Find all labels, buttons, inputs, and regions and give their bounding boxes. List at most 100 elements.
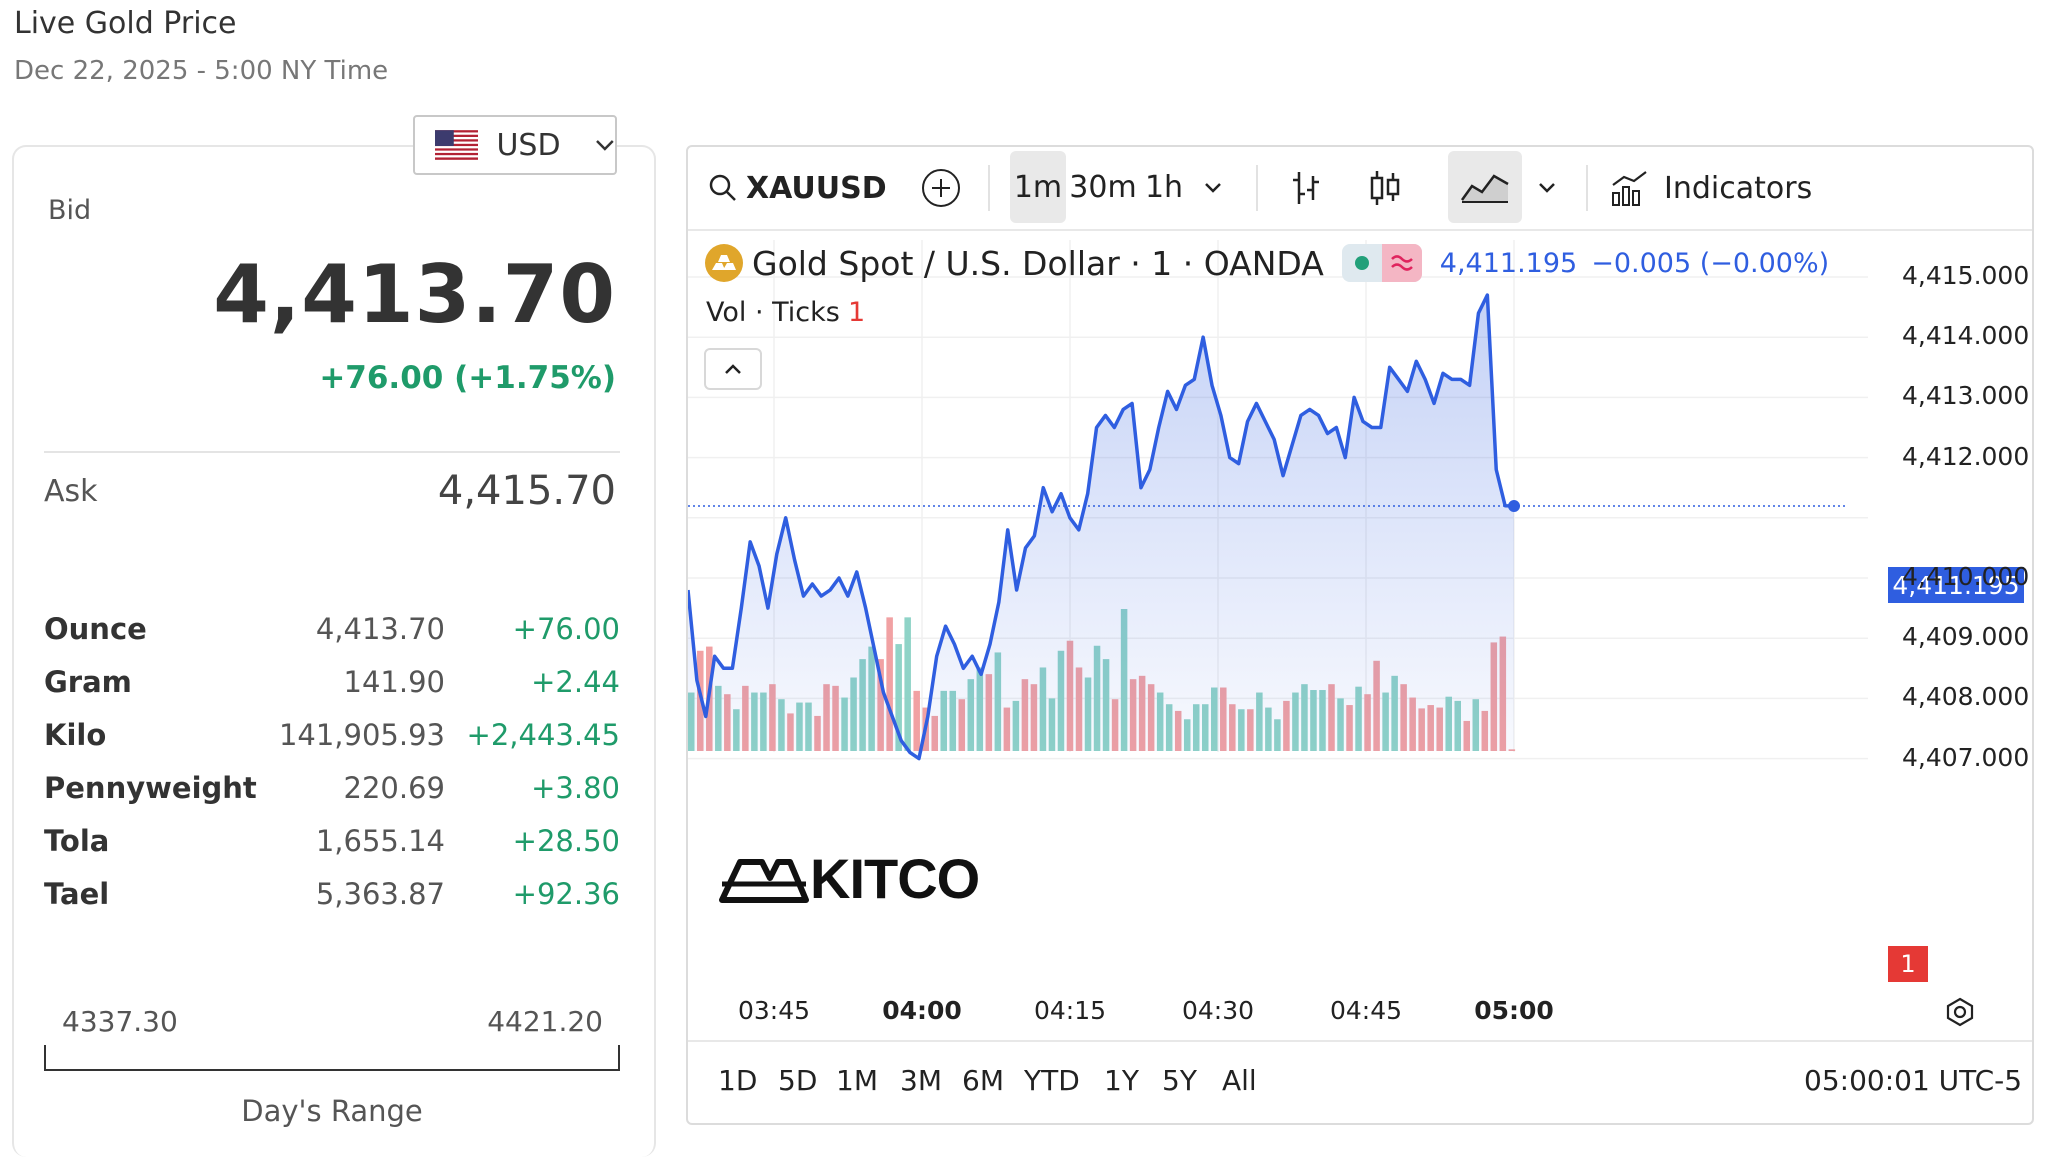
unit-price: 4,413.70 [315, 612, 445, 646]
chart-legend: Gold Spot / U.S. Dollar · 1 · OANDA 4,41… [704, 238, 1829, 288]
interval-1h[interactable]: 1h [1144, 169, 1184, 205]
range-button-all[interactable]: All [1222, 1064, 1257, 1097]
time-range-bar [688, 1040, 2032, 1124]
unit-row-ounce: Ounce 4,413.70 +76.00 [44, 612, 620, 652]
collapse-legend-button[interactable] [704, 348, 762, 390]
unit-row-tael: Tael 5,363.87 +92.36 [44, 877, 620, 917]
last-price-dot [1508, 500, 1520, 513]
ask-price: 4,415.70 [437, 468, 616, 514]
unit-name: Pennyweight [44, 771, 257, 805]
volume-bar [886, 617, 893, 751]
kitco-wordmark: KITCO [810, 847, 980, 910]
currency-label: USD [496, 127, 561, 163]
area-chart-button[interactable] [1448, 151, 1522, 223]
chevron-up-icon [725, 364, 741, 374]
volume-bar [904, 617, 911, 751]
symbol-search[interactable]: XAUUSD [708, 163, 887, 213]
page-title: Live Gold Price [14, 6, 237, 41]
area-chart-icon [1460, 174, 1509, 203]
us-flag-icon [435, 130, 479, 160]
unit-row-gram: Gram 141.90 +2.44 [44, 665, 620, 705]
bid-label: Bid [48, 195, 92, 226]
chevron-down-icon [596, 140, 614, 151]
x-axis-tick-label: 04:15 [1033, 996, 1107, 1025]
unit-change: +2,443.45 [466, 718, 620, 752]
unit-change: +2.44 [531, 665, 620, 699]
y-axis-tick-label: 4,408.000 [1902, 682, 2030, 712]
volume-bar [895, 644, 902, 751]
x-axis-tick-label: 04:30 [1181, 996, 1255, 1025]
currency-select[interactable]: USD [413, 115, 617, 175]
market-status[interactable] [1341, 244, 1422, 282]
bars-chart-button[interactable] [1284, 163, 1330, 213]
unit-name: Gram [44, 665, 132, 699]
range-button-1m[interactable]: 1M [836, 1064, 878, 1097]
quote-panel [12, 145, 656, 1157]
day-range-label: Day's Range [241, 1094, 423, 1128]
last-price-tag: 4,411.195 [1888, 567, 2024, 603]
compare-button[interactable] [918, 165, 964, 211]
price-line [688, 293, 1515, 761]
volume-label: Vol · Ticks [706, 297, 840, 328]
range-button-3m[interactable]: 3M [900, 1064, 942, 1097]
symbol-label: XAUUSD [746, 170, 887, 206]
price-chart[interactable] [688, 240, 2032, 1040]
y-axis-tick-label: 4,415.000 [1902, 261, 2030, 290]
unit-name: Tael [44, 877, 110, 911]
day-range-low: 4337.30 [62, 1005, 178, 1038]
delayed-data-icon [1381, 244, 1422, 282]
x-axis-tick-label: 04:00 [882, 996, 962, 1025]
range-button-5d[interactable]: 5D [778, 1064, 818, 1097]
chart-type-dropdown[interactable] [1530, 163, 1564, 213]
chart-settings-icon[interactable] [1944, 996, 1976, 1028]
x-axis-tick-label: 04:45 [1329, 996, 1403, 1025]
y-axis-tick-label: 4,412.000 [1902, 441, 2030, 471]
unit-price: 141.90 [343, 665, 445, 699]
range-button-5y[interactable]: 5Y [1162, 1064, 1197, 1097]
price-area [688, 295, 1514, 759]
kitco-watermark: KITCO [718, 846, 980, 911]
legend-title: Gold Spot / U.S. Dollar · 1 · OANDA [752, 243, 1324, 283]
x-axis-tick-label: 05:00 [1474, 996, 1554, 1025]
unit-row-kilo: Kilo 141,905.93 +2,443.45 [44, 718, 620, 758]
legend-change: −0.005 (−0.00%) [1591, 247, 1830, 279]
last-volume-tag: 1 [1888, 946, 1928, 982]
ask-label: Ask [44, 474, 98, 509]
day-range-high: 4421.20 [487, 1005, 603, 1038]
range-button-6m[interactable]: 6M [962, 1064, 1004, 1097]
volume-count: 1 [848, 297, 866, 328]
range-button-1y[interactable]: 1Y [1104, 1064, 1139, 1097]
range-button-ytd[interactable]: YTD [1024, 1064, 1080, 1097]
divider [44, 451, 620, 453]
y-axis-tick-label: 4,414.000 [1902, 321, 2030, 351]
chart-panel [686, 145, 2034, 1125]
unit-price: 5,363.87 [315, 877, 445, 911]
unit-change: +28.50 [512, 824, 620, 858]
indicators-icon [1612, 171, 1647, 206]
price-change: +76.00 (+1.75%) [319, 360, 616, 396]
unit-name: Kilo [44, 718, 107, 752]
indicators-button[interactable]: Indicators [1610, 163, 1812, 213]
page-subtitle: Dec 22, 2025 - 5:00 NY Time [14, 56, 389, 86]
unit-name: Ounce [44, 612, 147, 646]
unit-row-pennyweight: Pennyweight 220.69 +3.80 [44, 771, 620, 811]
candlestick-icon [1370, 171, 1400, 205]
unit-price: 220.69 [343, 771, 445, 805]
bid-price: 4,413.70 [213, 248, 616, 341]
y-axis-tick-label: 4,409.000 [1902, 622, 2030, 652]
toolbar-separator [1256, 165, 1258, 211]
unit-row-tola: Tola 1,655.14 +28.50 [44, 824, 620, 864]
unit-change: +3.80 [531, 771, 620, 805]
interval-dropdown[interactable] [1196, 163, 1230, 213]
y-axis-tick-label: 4,410.000 [1902, 562, 2030, 591]
chevron-down-icon [1539, 183, 1555, 193]
range-button-1d[interactable]: 1D [718, 1064, 758, 1097]
chevron-down-icon [1205, 183, 1221, 193]
add-circle-icon [922, 169, 960, 207]
interval-1m[interactable]: 1m [1010, 151, 1066, 223]
toolbar-separator [988, 165, 990, 211]
candles-chart-button[interactable] [1362, 163, 1408, 213]
interval-30m[interactable]: 30m [1069, 169, 1137, 205]
day-range-bar [44, 1045, 620, 1071]
indicators-label: Indicators [1664, 170, 1813, 206]
